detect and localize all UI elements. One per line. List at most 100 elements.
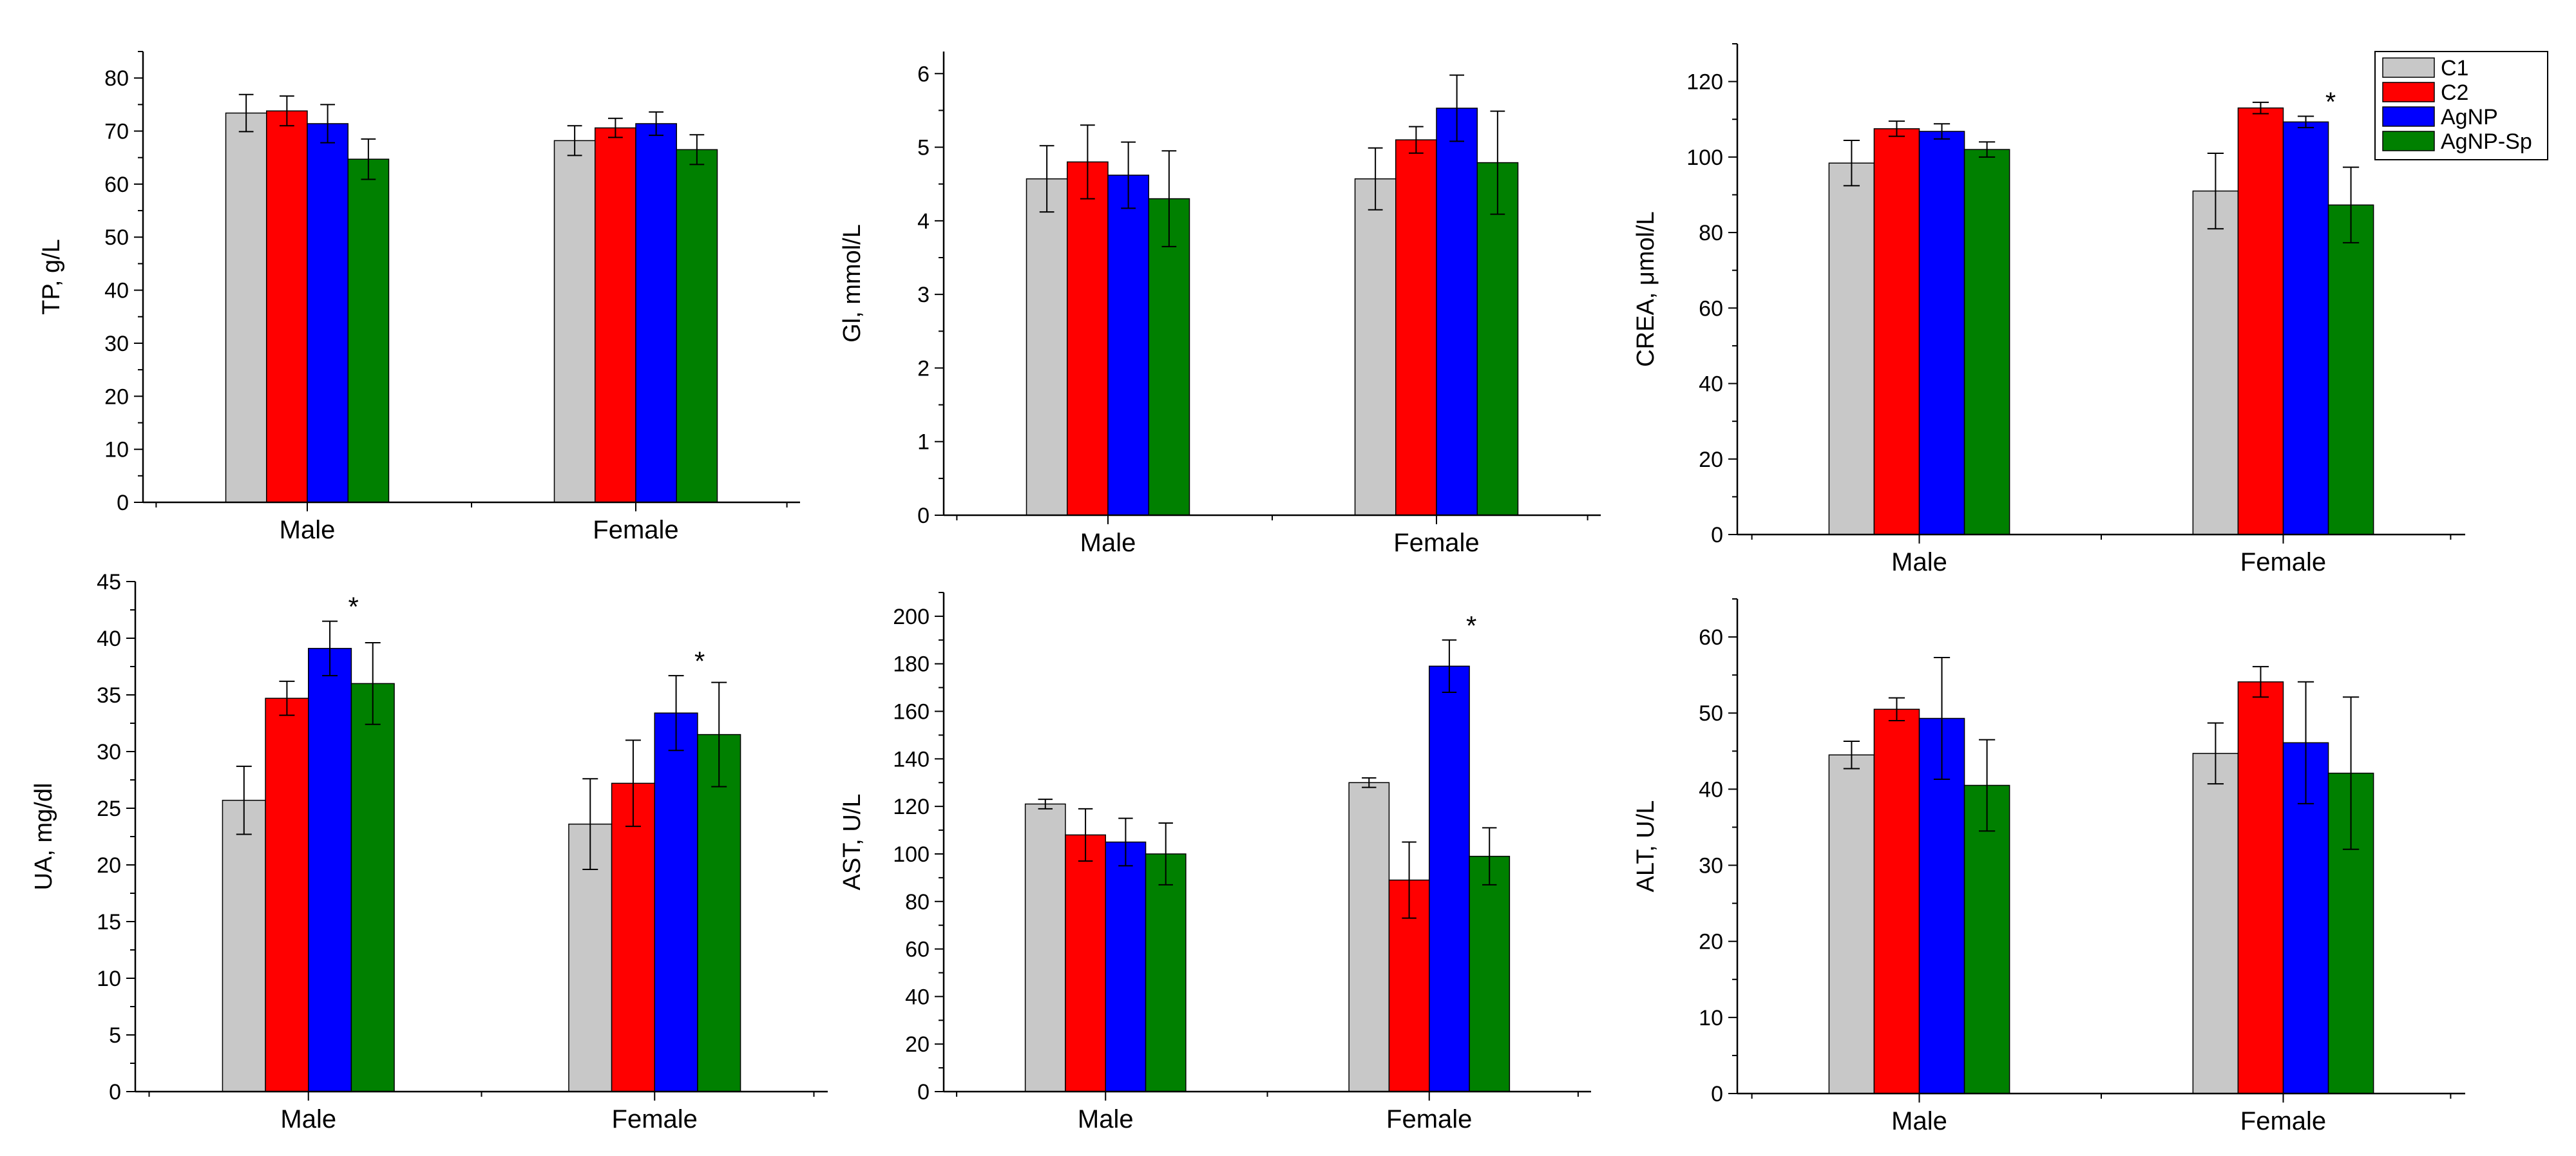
y-tick-label: 120 xyxy=(893,795,930,819)
error-bar-c1-female xyxy=(1368,147,1383,211)
y-tick-label: 80 xyxy=(905,890,930,914)
error-bar-c1-male xyxy=(236,765,252,835)
y-tick-label: 0 xyxy=(1711,523,1723,547)
error-bar-c1-female xyxy=(582,778,598,871)
bar-agnp-male xyxy=(308,648,352,1092)
bar-agnp-sp-female xyxy=(1476,162,1519,516)
y-tick-label: 80 xyxy=(1699,221,1723,245)
legend-label-c1: C1 xyxy=(2441,56,2468,81)
y-tick-label: 180 xyxy=(893,652,930,677)
y-tick-label: 5 xyxy=(917,136,930,160)
error-bar-c1-female xyxy=(2207,152,2224,230)
error-bar-c2-female xyxy=(2252,666,2269,698)
y-tick-label: 70 xyxy=(104,120,129,144)
bar-c1-male xyxy=(1828,754,1875,1094)
error-bar-c1-male xyxy=(1843,740,1860,770)
error-bar-agnp-female xyxy=(668,675,684,752)
bar-c1-female xyxy=(1354,178,1397,516)
bar-c2-male xyxy=(1065,834,1106,1092)
error-bar-agnp-sp-female xyxy=(2342,696,2360,850)
y-tick-label: 2 xyxy=(917,356,930,381)
y-tick-label: 40 xyxy=(1699,372,1723,397)
y-tick-label: 50 xyxy=(104,225,129,250)
error-bar-agnp-female xyxy=(649,111,664,137)
error-bar-agnp-sp-male xyxy=(1158,822,1173,886)
y-tick-label: 160 xyxy=(893,700,930,725)
error-bar-c2-male xyxy=(1888,697,1905,722)
error-bar-c2-male xyxy=(279,95,294,127)
y-axis-title: ALT, U/L xyxy=(1632,801,1659,893)
y-tick-label: 80 xyxy=(104,66,129,91)
legend-label-agnp-sp: AgNP-Sp xyxy=(2441,129,2532,154)
bar-agnp-sp-male xyxy=(347,158,390,503)
bar-agnp-sp-female xyxy=(2327,204,2374,535)
bar-agnp-sp-female xyxy=(676,149,718,503)
bar-c2-female xyxy=(2237,107,2284,535)
bar-c1-female xyxy=(2192,190,2239,535)
bar-c1-female xyxy=(1348,782,1390,1092)
legend-swatch-agnp-sp xyxy=(2382,131,2435,151)
error-bar-agnp-male xyxy=(1118,817,1133,867)
y-tick-label: 0 xyxy=(917,504,930,528)
y-tick-label: 10 xyxy=(97,967,121,991)
error-bar-agnp-female xyxy=(2297,115,2314,129)
bar-c2-male xyxy=(266,110,308,503)
y-axis-title: Gl, mmol/L xyxy=(839,224,866,343)
bar-agnp-male xyxy=(307,123,348,503)
y-tick-label: 0 xyxy=(109,1080,121,1104)
y-tick-label: 1 xyxy=(917,430,930,455)
y-axis-title: AST, U/L xyxy=(839,794,866,891)
y-tick-label: 100 xyxy=(1686,146,1723,170)
error-bar-agnp-sp-male xyxy=(1161,150,1177,247)
significance-marker: * xyxy=(1466,611,1476,641)
bar-c1-female xyxy=(2192,753,2239,1094)
bar-agnp-male xyxy=(1107,175,1149,516)
y-tick-label: 0 xyxy=(117,491,129,515)
panel-ua: * * 0 5 10 15 20 25 30 35 40 45 Male Female UA, mg/dl xyxy=(30,570,828,1133)
y-tick-label: 140 xyxy=(893,747,930,772)
significance-marker: * xyxy=(694,646,705,676)
bar-agnp-sp-male xyxy=(1145,853,1187,1092)
bar-c1-male xyxy=(225,112,267,503)
bar-agnp-male xyxy=(1105,841,1147,1092)
error-bar-agnp-sp-female xyxy=(2342,166,2360,243)
y-tick-label: 120 xyxy=(1686,70,1723,95)
x-tick-label: Male xyxy=(1891,1107,1947,1135)
y-tick-label: 10 xyxy=(1699,1006,1723,1030)
y-tick-label: 40 xyxy=(1699,777,1723,802)
y-tick-label: 5 xyxy=(109,1023,121,1048)
error-bar-c2-female xyxy=(2252,101,2269,115)
error-bar-c2-male xyxy=(1888,120,1905,137)
y-tick-label: 20 xyxy=(905,1032,930,1057)
error-bar-agnp-male xyxy=(1933,123,1951,140)
y-tick-label: 40 xyxy=(97,627,121,651)
y-tick-label: 25 xyxy=(97,797,121,821)
y-tick-label: 30 xyxy=(1699,854,1723,878)
legend-swatch-c2 xyxy=(2382,82,2435,102)
y-tick-label: 0 xyxy=(917,1080,930,1104)
error-bar-c1-male xyxy=(1039,145,1054,213)
significance-marker: * xyxy=(2325,87,2336,117)
error-bar-agnp-male xyxy=(322,620,338,677)
bar-agnp-female xyxy=(635,123,677,503)
error-bar-c1-male xyxy=(1843,140,1860,187)
x-tick-label: Male xyxy=(1080,529,1136,557)
error-bar-agnp-sp-female xyxy=(1490,110,1505,215)
y-tick-label: 100 xyxy=(893,842,930,867)
error-bar-agnp-female xyxy=(1442,639,1457,693)
y-axis-title: CREA, μmol/L xyxy=(1632,211,1659,367)
bar-agnp-sp-male xyxy=(1148,198,1190,516)
bar-agnp-sp-male xyxy=(1963,149,2010,535)
bar-agnp-sp-female xyxy=(1469,855,1511,1092)
y-tick-label: 20 xyxy=(1699,448,1723,472)
error-bar-agnp-female xyxy=(2297,681,2314,804)
bar-c1-male xyxy=(1828,162,1875,535)
x-tick-label: Male xyxy=(1078,1105,1134,1133)
significance-marker: * xyxy=(348,592,359,622)
error-bar-c2-female xyxy=(625,739,641,828)
bar-agnp-female xyxy=(1436,108,1478,516)
panel-ast: * 0 20 40 60 80 100 120 140 160 180 200 Male Female AS… xyxy=(839,592,1591,1133)
panel-alt: 0 10 20 30 40 50 60 Male Female ALT, U/L xyxy=(1632,598,2465,1135)
error-bar-c2-male xyxy=(1080,124,1095,200)
